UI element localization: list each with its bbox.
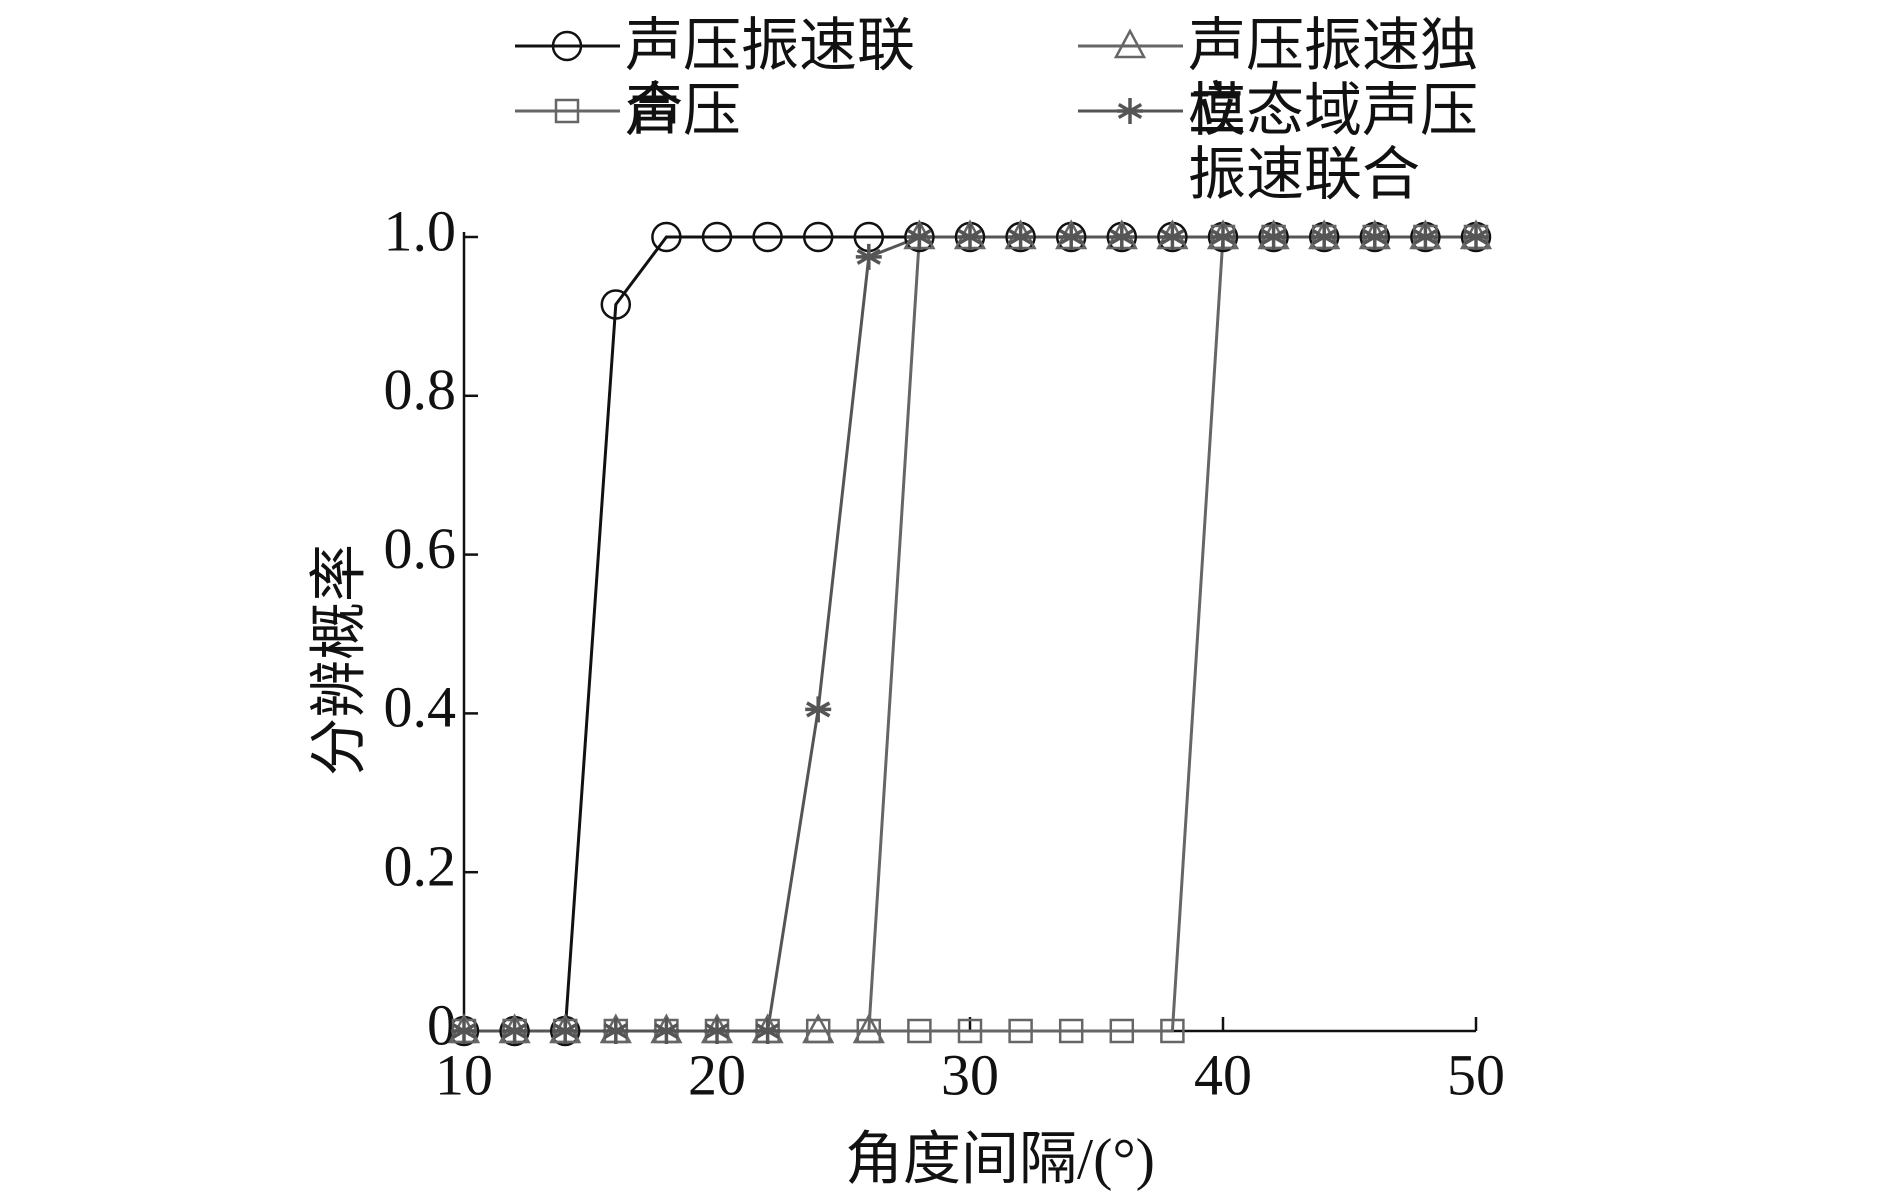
x-axis-title: 角度间隔/(°) bbox=[845, 1126, 1155, 1191]
marker bbox=[1117, 98, 1143, 124]
marker bbox=[1311, 224, 1338, 250]
marker bbox=[1159, 224, 1186, 250]
series-line bbox=[464, 235, 1476, 1033]
marker bbox=[552, 1018, 579, 1044]
x-tick-label: 30 bbox=[941, 1042, 999, 1107]
legend-swatch bbox=[1078, 98, 1183, 124]
marker bbox=[651, 221, 682, 253]
marker bbox=[1260, 224, 1287, 250]
marker bbox=[701, 221, 733, 253]
marker bbox=[957, 1018, 983, 1044]
y-tick-label: 0.8 bbox=[384, 357, 457, 422]
legend-swatch bbox=[515, 98, 620, 124]
marker bbox=[802, 221, 834, 253]
legend-label: 声压振速联合 bbox=[625, 13, 916, 142]
legend-swatch bbox=[515, 30, 620, 62]
marker bbox=[501, 1018, 528, 1044]
marker bbox=[704, 1018, 730, 1044]
legend-label: 声压 bbox=[625, 78, 742, 143]
series-line bbox=[464, 235, 1476, 1033]
x-tick-label: 20 bbox=[688, 1042, 746, 1107]
x-tick-label: 10 bbox=[435, 1042, 493, 1107]
x-tick-label: 50 bbox=[1447, 1042, 1505, 1107]
marker bbox=[906, 224, 933, 250]
x-tick-label: 40 bbox=[1194, 1042, 1252, 1107]
marker bbox=[1160, 1018, 1185, 1044]
legend-label: 声压振速独立 bbox=[1188, 13, 1479, 142]
marker bbox=[1210, 224, 1236, 250]
marker bbox=[551, 30, 583, 62]
marker bbox=[602, 1018, 629, 1044]
legend-label: 模态域声压振速联合 bbox=[1188, 78, 1479, 207]
marker bbox=[957, 224, 983, 250]
marker bbox=[1058, 224, 1085, 250]
marker bbox=[1113, 28, 1147, 59]
marker bbox=[1412, 224, 1439, 250]
marker bbox=[754, 1018, 781, 1044]
marker bbox=[600, 289, 632, 320]
y-axis-title: 分辨概率 bbox=[306, 544, 371, 776]
marker bbox=[554, 98, 580, 124]
y-tick-label: 1.0 bbox=[384, 198, 457, 263]
marker bbox=[1109, 1018, 1135, 1044]
y-tick-label: 0.6 bbox=[384, 516, 457, 581]
marker bbox=[907, 1018, 932, 1044]
series-line bbox=[464, 235, 1476, 1033]
marker bbox=[1361, 224, 1388, 250]
marker bbox=[855, 243, 882, 270]
marker bbox=[752, 221, 783, 253]
series-line bbox=[464, 235, 1476, 1033]
marker bbox=[1108, 224, 1135, 250]
marker bbox=[1463, 224, 1489, 250]
y-tick-label: 0.2 bbox=[384, 834, 457, 899]
marker bbox=[1008, 1018, 1033, 1044]
legend-swatch bbox=[1078, 28, 1183, 59]
y-tick-label: 0.4 bbox=[384, 675, 457, 740]
marker bbox=[451, 1018, 477, 1044]
marker bbox=[653, 1018, 680, 1044]
marker bbox=[805, 696, 832, 723]
marker bbox=[805, 1018, 831, 1044]
marker bbox=[1007, 224, 1034, 250]
marker bbox=[1058, 1018, 1084, 1044]
marker bbox=[856, 1018, 882, 1044]
